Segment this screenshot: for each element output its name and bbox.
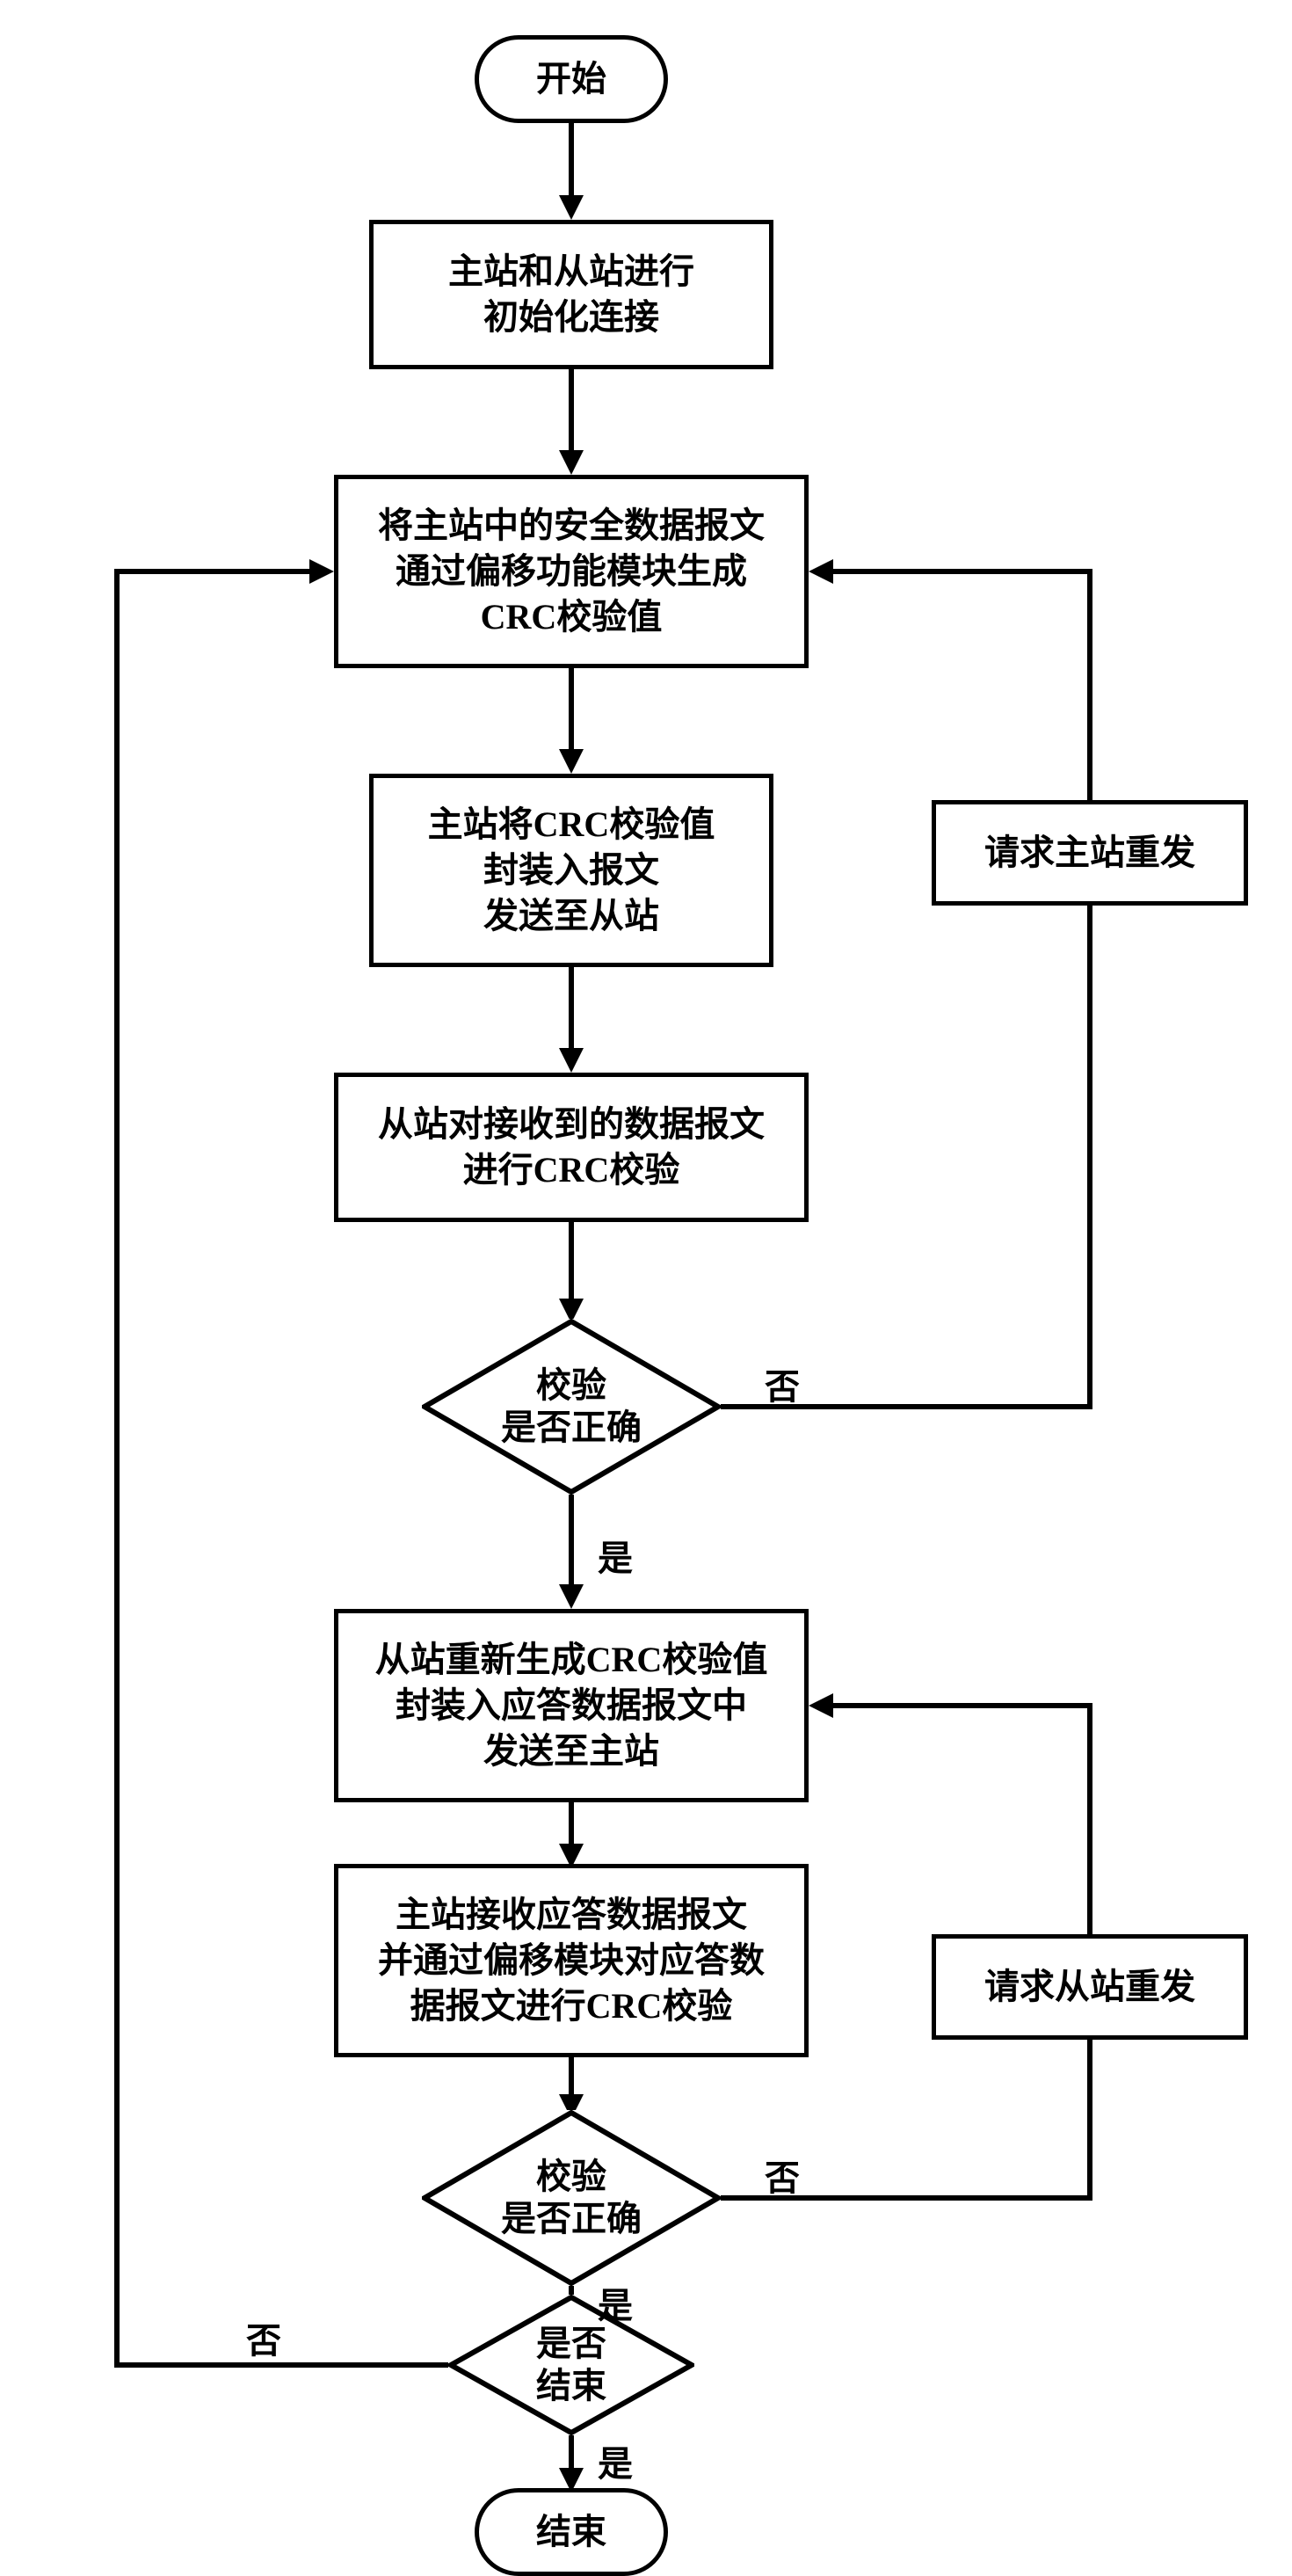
- edge: [569, 2435, 574, 2470]
- edge: [569, 1222, 574, 1301]
- slave-check-label: 从站对接收到的数据报文进行CRC校验: [378, 1102, 765, 1193]
- edge: [1087, 569, 1092, 800]
- dec1-yes-label: 是: [598, 1530, 633, 1581]
- master-recv-node: 主站接收应答数据报文并通过偏移模块对应答数据报文进行CRC校验: [334, 1864, 809, 2057]
- gen-crc-label: 将主站中的安全数据报文通过偏移功能模块生成CRC校验值: [378, 503, 765, 640]
- send-slave-node: 主站将CRC校验值封装入报文发送至从站: [369, 774, 773, 967]
- edge: [569, 967, 574, 1051]
- master-recv-label: 主站接收应答数据报文并通过偏移模块对应答数据报文进行CRC校验: [378, 1892, 765, 2029]
- arrowhead: [309, 559, 334, 584]
- dec3-no-label: 否: [246, 2312, 281, 2363]
- arrowhead: [559, 1584, 584, 1609]
- flowchart-container: 开始 主站和从站进行初始化连接 将主站中的安全数据报文通过偏移功能模块生成CRC…: [0, 0, 1292, 2453]
- edge: [114, 569, 312, 574]
- dec2-no-label: 否: [765, 2150, 800, 2201]
- req-slave-node: 请求从站重发: [932, 1934, 1248, 2040]
- edge: [569, 2057, 574, 2097]
- slave-check-node: 从站对接收到的数据报文进行CRC校验: [334, 1073, 809, 1222]
- end-node: 结束: [475, 2488, 668, 2576]
- edge: [833, 569, 1090, 574]
- arrowhead: [559, 450, 584, 475]
- edge: [1087, 1703, 1092, 1934]
- edge: [114, 569, 120, 2368]
- arrowhead: [559, 1048, 584, 1073]
- edge: [1087, 906, 1092, 1409]
- edge: [569, 123, 574, 198]
- slave-gen-node: 从站重新生成CRC校验值封装入应答数据报文中发送至主站: [334, 1609, 809, 1802]
- edge: [114, 2362, 448, 2368]
- gen-crc-node: 将主站中的安全数据报文通过偏移功能模块生成CRC校验值: [334, 475, 809, 668]
- arrowhead: [559, 195, 584, 220]
- edge: [569, 668, 574, 752]
- arrowhead: [809, 1693, 833, 1718]
- edge: [1087, 2040, 1092, 2201]
- arrowhead: [809, 559, 833, 584]
- decision3-node: 是否结束: [448, 2295, 694, 2435]
- decision2-label: 校验是否正确: [501, 2156, 642, 2240]
- end-label: 结束: [536, 2509, 606, 2555]
- dec1-no-label: 否: [765, 1358, 800, 1409]
- edge: [569, 369, 574, 453]
- req-master-label: 请求主站重发: [984, 830, 1195, 876]
- req-master-node: 请求主站重发: [932, 800, 1248, 906]
- init-node: 主站和从站进行初始化连接: [369, 220, 773, 369]
- req-slave-label: 请求从站重发: [984, 1964, 1195, 2010]
- arrowhead: [559, 749, 584, 774]
- decision1-label: 校验是否正确: [501, 1364, 642, 1449]
- edge: [833, 1703, 1090, 1708]
- slave-gen-label: 从站重新生成CRC校验值封装入应答数据报文中发送至主站: [375, 1637, 768, 1774]
- dec3-yes-label: 是: [598, 2435, 633, 2486]
- dec2-yes-label: 是: [598, 2277, 633, 2328]
- decision1-node: 校验是否正确: [422, 1319, 721, 1495]
- decision2-node: 校验是否正确: [422, 2110, 721, 2286]
- start-node: 开始: [475, 35, 668, 123]
- init-label: 主站和从站进行初始化连接: [448, 249, 694, 340]
- start-label: 开始: [536, 56, 606, 102]
- send-slave-label: 主站将CRC校验值封装入报文发送至从站: [428, 802, 715, 939]
- edge: [569, 1495, 574, 1587]
- edge: [569, 1802, 574, 1846]
- decision3-label: 是否结束: [536, 2323, 606, 2407]
